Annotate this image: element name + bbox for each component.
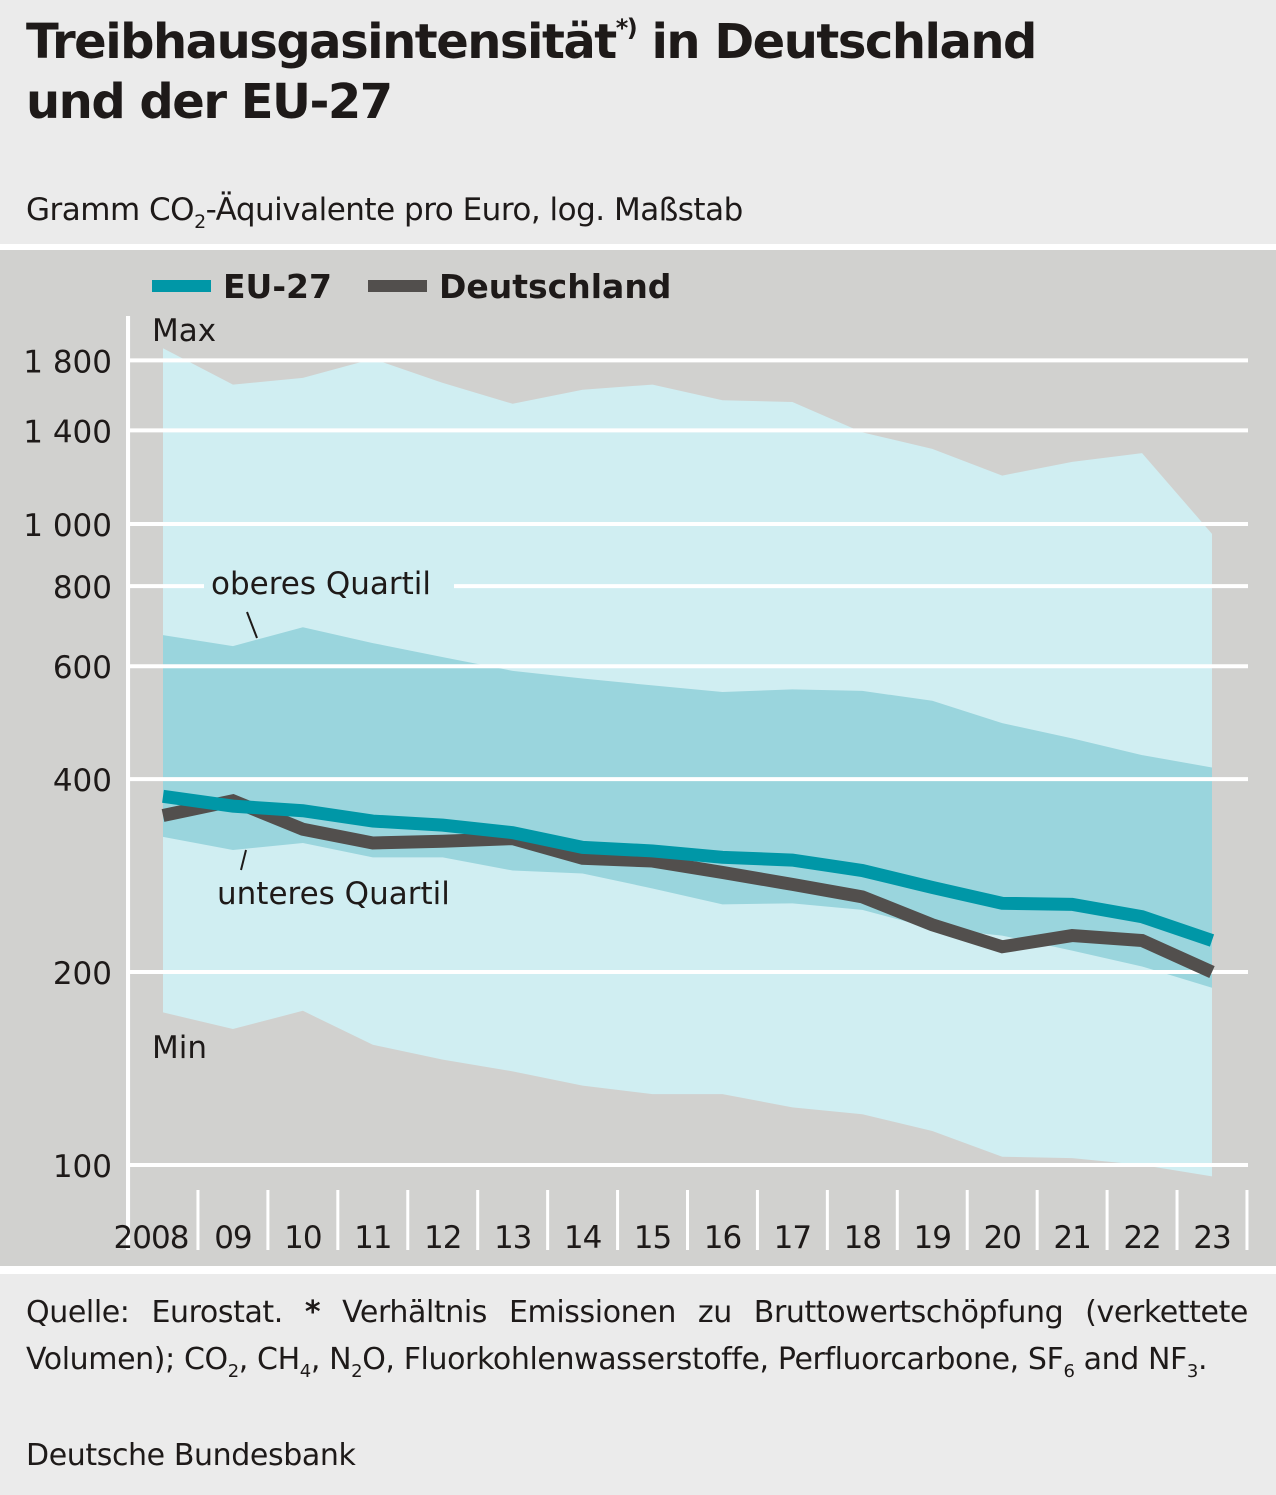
annotation-leader-upper-quartile [246, 611, 258, 639]
annotation-upper-quartile: oberes Quartil [211, 566, 431, 602]
legend-label-eu27: EU-27 [223, 267, 332, 306]
footnote-text: O, Fluorkohlenwasserstoffe, Perfluorcarb… [362, 1342, 1064, 1377]
series-line-deutschland [161, 794, 1215, 978]
x-tick-label: 20 [983, 1220, 1020, 1256]
series-line-eu-27 [162, 789, 1215, 947]
annotation-min: Min [152, 1030, 207, 1066]
legend-swatch-deutschland [368, 280, 427, 292]
x-tick-label: 18 [844, 1220, 881, 1256]
x-tick-label: 15 [634, 1220, 671, 1256]
chemical-subscript: 3 [1186, 1361, 1198, 1382]
x-tick-label: 22 [1123, 1220, 1160, 1256]
x-tick-label: 17 [774, 1220, 811, 1256]
title-line2: und der EU-27 [26, 74, 393, 130]
chart-footer: Quelle: Eurostat. * Verhältnis Emissione… [0, 1274, 1276, 1495]
y-tick-label: 1 400 [23, 414, 112, 450]
title-text-rest: in Deutschland [636, 14, 1037, 70]
title-text: Treibhausgasintensität [26, 14, 617, 70]
chart-svg: 100 200 400 600 800 1 000 1 400 1 800 2008 09 10 11… [23, 267, 1249, 1256]
footnote-text: Quelle: Eurostat. [26, 1295, 305, 1330]
label-mask [258, 870, 278, 914]
subtitle-text: Gramm CO [26, 192, 195, 228]
legend-label-deutschland: Deutschland [439, 267, 671, 306]
legend-swatch-eu27 [152, 280, 211, 292]
chart-title: Treibhausgasintensität*) in Deutschland … [26, 12, 1226, 132]
footnote-text: , CH [238, 1342, 300, 1377]
chemical-subscript: 4 [299, 1361, 311, 1382]
x-tick-label: 12 [424, 1220, 461, 1256]
x-tick-label: 16 [704, 1220, 741, 1256]
y-tick-label: 400 [53, 763, 112, 799]
footnote-text: and NF [1074, 1342, 1188, 1377]
y-tick-label: 200 [53, 956, 112, 992]
x-tick-label: 09 [214, 1220, 251, 1256]
x-tick-label: 10 [284, 1220, 321, 1256]
annotation-lower-quartile: unteres Quartil [217, 876, 450, 912]
chart-header: Treibhausgasintensität*) in Deutschland … [0, 0, 1276, 244]
x-tick-label: 13 [494, 1220, 531, 1256]
footnote-asterisk: * [304, 1295, 321, 1330]
plot-area: 100 200 400 600 800 1 000 1 400 1 800 2008 09 10 11… [0, 250, 1276, 1266]
chemical-subscript: 2 [351, 1361, 363, 1382]
footnote: Quelle: Eurostat. * Verhältnis Emissione… [26, 1289, 1248, 1383]
y-tick-label: 800 [53, 570, 112, 606]
chemical-subscript: 6 [1063, 1361, 1075, 1382]
x-tick-label: 23 [1193, 1220, 1230, 1256]
subtitle-subscript: 2 [194, 211, 206, 233]
y-tick-label: 1 000 [23, 508, 112, 544]
chemical-subscript: 2 [227, 1361, 239, 1382]
x-tick-label: 2008 [114, 1220, 189, 1256]
y-tick-label: 100 [53, 1149, 112, 1185]
y-tick-label: 600 [53, 650, 112, 686]
header-divider [0, 244, 1276, 250]
annotation-leader-lower-quartile [240, 849, 247, 871]
annotation-max: Max [152, 313, 216, 349]
x-tick-label: 21 [1053, 1220, 1090, 1256]
x-tick-label: 11 [354, 1220, 391, 1256]
title-footnote-mark: *) [615, 14, 638, 42]
x-tick-label: 19 [914, 1220, 951, 1256]
footnote-text: . [1197, 1342, 1208, 1377]
x-tick-label: 14 [564, 1220, 601, 1256]
footer-divider [0, 1266, 1276, 1274]
label-mask [204, 576, 454, 596]
footnote-text: Verhältnis Emissionen zu Bruttowertschöp… [26, 1295, 1248, 1377]
chart-subtitle: Gramm CO2-Äquivalente pro Euro, log. Maß… [26, 190, 744, 233]
source-label: Deutsche Bundesbank [26, 1438, 356, 1473]
footnote-text: , N [310, 1342, 352, 1377]
subtitle-text-rest: -Äquivalente pro Euro, log. Maßstab [205, 192, 744, 228]
y-tick-label: 1 800 [23, 344, 112, 380]
